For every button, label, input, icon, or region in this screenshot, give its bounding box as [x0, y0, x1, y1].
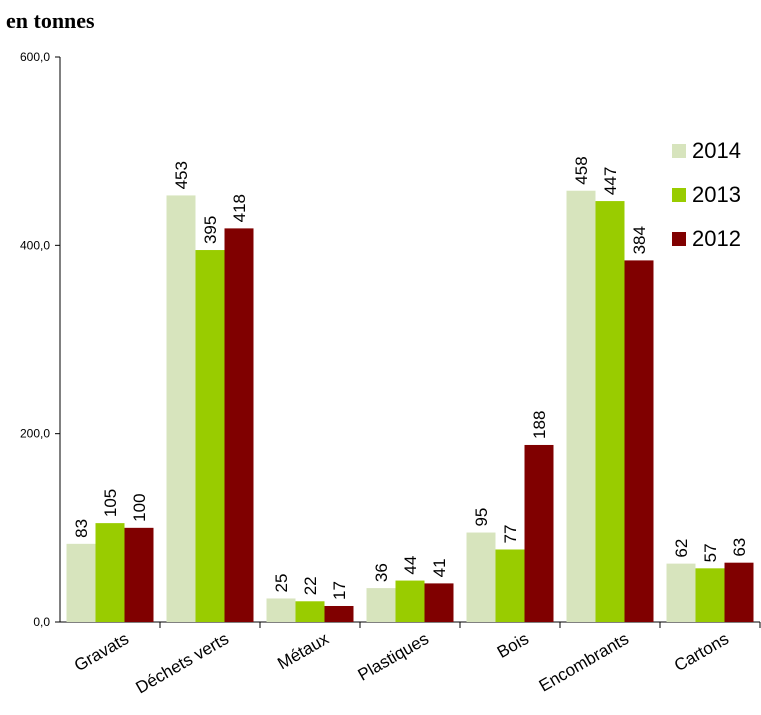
data-label: 44: [401, 556, 420, 575]
data-label: 395: [201, 216, 220, 244]
y-tick-label: 200,0: [20, 427, 50, 441]
category-label: Bois: [494, 629, 532, 662]
data-label: 105: [101, 489, 120, 517]
y-tick-label: 600,0: [20, 50, 50, 64]
y-tick-label: 400,0: [20, 238, 50, 252]
legend-swatch: [672, 232, 686, 246]
category-label: Gravats: [71, 629, 132, 675]
data-label: 83: [72, 519, 91, 538]
data-label: 17: [330, 581, 349, 600]
bar: [566, 190, 596, 622]
data-label: 453: [172, 161, 191, 189]
bar: [624, 260, 654, 622]
data-label: 418: [230, 194, 249, 222]
bar: [66, 543, 96, 622]
data-label: 77: [501, 525, 520, 544]
bar: [424, 583, 454, 622]
data-label: 100: [130, 493, 149, 521]
data-label: 22: [301, 576, 320, 595]
bar: [124, 527, 154, 622]
data-label: 188: [530, 411, 549, 439]
legend-swatch: [672, 144, 686, 158]
data-label: 95: [472, 508, 491, 527]
chart-unit-label: en tonnes: [6, 8, 95, 33]
data-label: 447: [601, 167, 620, 195]
bar: [166, 195, 196, 623]
legend-swatch: [672, 188, 686, 202]
data-label: 62: [672, 539, 691, 558]
category-label: Cartons: [671, 629, 732, 675]
data-label: 36: [372, 563, 391, 582]
category-label: Encombrants: [536, 629, 632, 696]
bar: [495, 549, 525, 622]
bar: [666, 563, 696, 622]
bar: [595, 201, 625, 622]
bar: [324, 605, 354, 622]
category-label: Plastiques: [355, 629, 432, 685]
y-tick-label: 0,0: [33, 615, 50, 629]
data-label: 458: [572, 156, 591, 184]
data-label: 384: [630, 226, 649, 254]
data-label: 57: [701, 543, 720, 562]
bar: [366, 588, 396, 622]
legend-label: 2014: [692, 138, 741, 163]
bar: [195, 250, 225, 622]
bar: [295, 601, 325, 622]
bar: [395, 580, 425, 622]
bar: [95, 523, 125, 622]
bar: [266, 598, 296, 622]
bar: [724, 562, 754, 622]
data-label: 63: [730, 538, 749, 557]
legend-label: 2012: [692, 226, 741, 251]
category-label: Déchets verts: [132, 629, 232, 697]
bar: [224, 228, 254, 622]
bar: [524, 444, 554, 622]
bar: [695, 568, 725, 622]
data-label: 41: [430, 558, 449, 577]
bar: [466, 532, 496, 622]
data-label: 25: [272, 574, 291, 593]
category-label: Métaux: [274, 629, 332, 674]
legend-label: 2013: [692, 182, 741, 207]
